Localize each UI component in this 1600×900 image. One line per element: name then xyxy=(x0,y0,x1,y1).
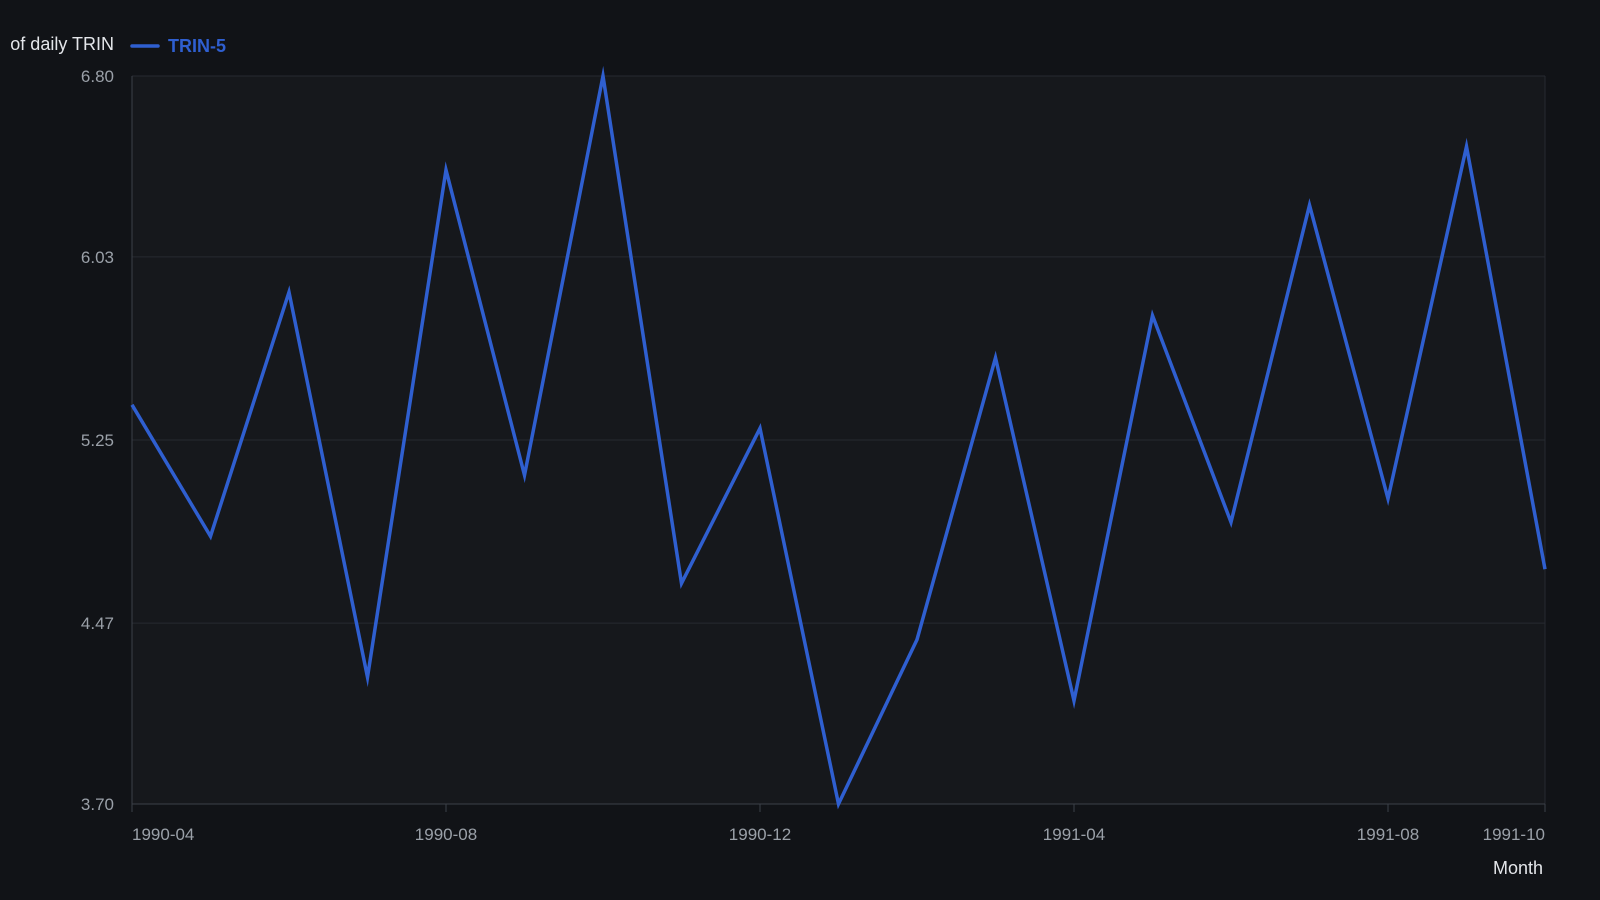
x-tick-label-3: 1991-04 xyxy=(1043,825,1105,844)
y-tick-label-0: 3.70 xyxy=(81,795,114,814)
x-tick-label-5: 1991-10 xyxy=(1483,825,1545,844)
y-tick-label-1: 4.47 xyxy=(81,614,114,633)
y-tick-label-3: 6.03 xyxy=(81,248,114,267)
legend[interactable]: of daily TRIN TRIN-5 xyxy=(10,34,226,56)
series-layer xyxy=(130,65,1547,810)
y-axis-title: of daily TRIN xyxy=(10,34,114,54)
x-tick-label-1: 1990-08 xyxy=(415,825,477,844)
y-tick-label-2: 5.25 xyxy=(81,431,114,450)
x-axis-title: Month xyxy=(1493,858,1543,878)
y-axis-ticks: 3.70 4.47 5.25 6.03 6.80 xyxy=(81,67,114,814)
x-tick-label-0: 1990-04 xyxy=(132,825,194,844)
y-tick-label-4: 6.80 xyxy=(81,67,114,86)
x-tick-label-4: 1991-08 xyxy=(1357,825,1419,844)
x-axis-ticks: 1990-04 1990-08 1990-12 1991-04 1991-08 1991-… xyxy=(131,804,1546,844)
x-tick-label-2: 1990-12 xyxy=(729,825,791,844)
legend-label-trin-5: TRIN-5 xyxy=(168,36,226,56)
